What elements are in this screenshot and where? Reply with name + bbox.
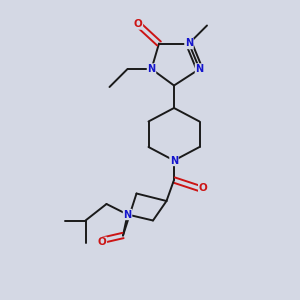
Text: O: O <box>199 183 208 194</box>
Text: N: N <box>185 38 193 49</box>
Text: O: O <box>134 19 142 29</box>
Text: N: N <box>147 64 156 74</box>
Text: N: N <box>123 209 132 220</box>
Text: O: O <box>98 237 106 248</box>
Text: N: N <box>170 155 178 166</box>
Text: N: N <box>195 64 204 74</box>
